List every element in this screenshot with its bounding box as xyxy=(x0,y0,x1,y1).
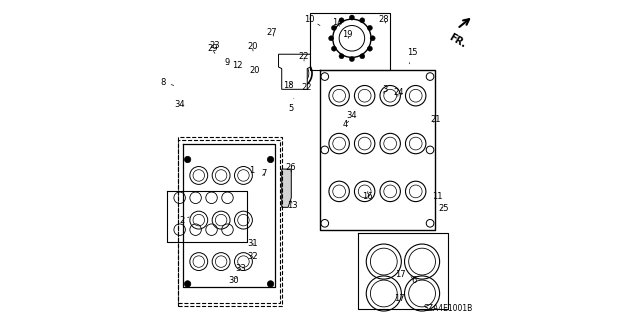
Circle shape xyxy=(339,18,344,23)
Text: 13: 13 xyxy=(287,201,298,210)
Text: 22: 22 xyxy=(299,52,309,61)
Text: 34: 34 xyxy=(174,100,185,109)
Text: 6: 6 xyxy=(411,276,417,285)
Text: 3: 3 xyxy=(383,85,388,94)
Text: 28: 28 xyxy=(378,15,389,24)
Circle shape xyxy=(367,46,372,51)
Circle shape xyxy=(332,46,337,51)
Text: 34: 34 xyxy=(346,111,356,120)
Circle shape xyxy=(332,26,337,31)
Text: 21: 21 xyxy=(430,115,441,124)
Text: 16: 16 xyxy=(362,191,372,201)
Text: 24: 24 xyxy=(394,88,404,97)
Text: 4: 4 xyxy=(342,120,349,129)
Text: 1: 1 xyxy=(249,166,254,175)
Text: 12: 12 xyxy=(232,61,243,70)
Text: 20: 20 xyxy=(250,66,260,75)
Circle shape xyxy=(268,156,274,163)
Text: 10: 10 xyxy=(305,15,320,26)
Circle shape xyxy=(328,36,333,41)
Polygon shape xyxy=(282,169,291,207)
Polygon shape xyxy=(278,54,310,89)
Circle shape xyxy=(360,18,365,23)
Circle shape xyxy=(409,248,435,275)
Circle shape xyxy=(367,26,372,31)
Text: 11: 11 xyxy=(432,192,443,201)
Text: 2: 2 xyxy=(180,216,189,225)
Text: 8: 8 xyxy=(161,78,174,87)
Text: 9: 9 xyxy=(224,58,230,67)
Text: FR.: FR. xyxy=(447,32,467,49)
Text: 15: 15 xyxy=(407,48,418,64)
Text: 19: 19 xyxy=(342,30,353,39)
Text: 17: 17 xyxy=(394,294,404,303)
Text: 20: 20 xyxy=(247,42,258,51)
Text: 14: 14 xyxy=(332,18,343,27)
Circle shape xyxy=(184,156,191,163)
Text: 7: 7 xyxy=(262,169,267,178)
Circle shape xyxy=(184,281,191,287)
Circle shape xyxy=(371,280,397,307)
Text: 32: 32 xyxy=(248,252,259,261)
Text: 27: 27 xyxy=(266,28,277,37)
Circle shape xyxy=(349,56,355,62)
Text: 23: 23 xyxy=(209,41,220,50)
Text: 22: 22 xyxy=(301,83,312,92)
Text: SZA4E1001B: SZA4E1001B xyxy=(424,304,473,313)
Text: 30: 30 xyxy=(228,276,239,285)
Circle shape xyxy=(371,248,397,275)
Circle shape xyxy=(268,281,274,287)
Circle shape xyxy=(349,15,355,20)
Circle shape xyxy=(370,36,375,41)
Circle shape xyxy=(409,280,435,307)
Text: 26: 26 xyxy=(285,163,296,172)
Text: 29: 29 xyxy=(207,44,218,54)
Text: 5: 5 xyxy=(289,98,294,113)
Circle shape xyxy=(360,54,365,59)
Text: 31: 31 xyxy=(248,239,259,248)
Circle shape xyxy=(339,54,344,59)
Text: 18: 18 xyxy=(283,81,293,90)
Text: 17: 17 xyxy=(395,271,406,279)
Text: 25: 25 xyxy=(438,204,449,213)
Text: 33: 33 xyxy=(235,264,246,273)
